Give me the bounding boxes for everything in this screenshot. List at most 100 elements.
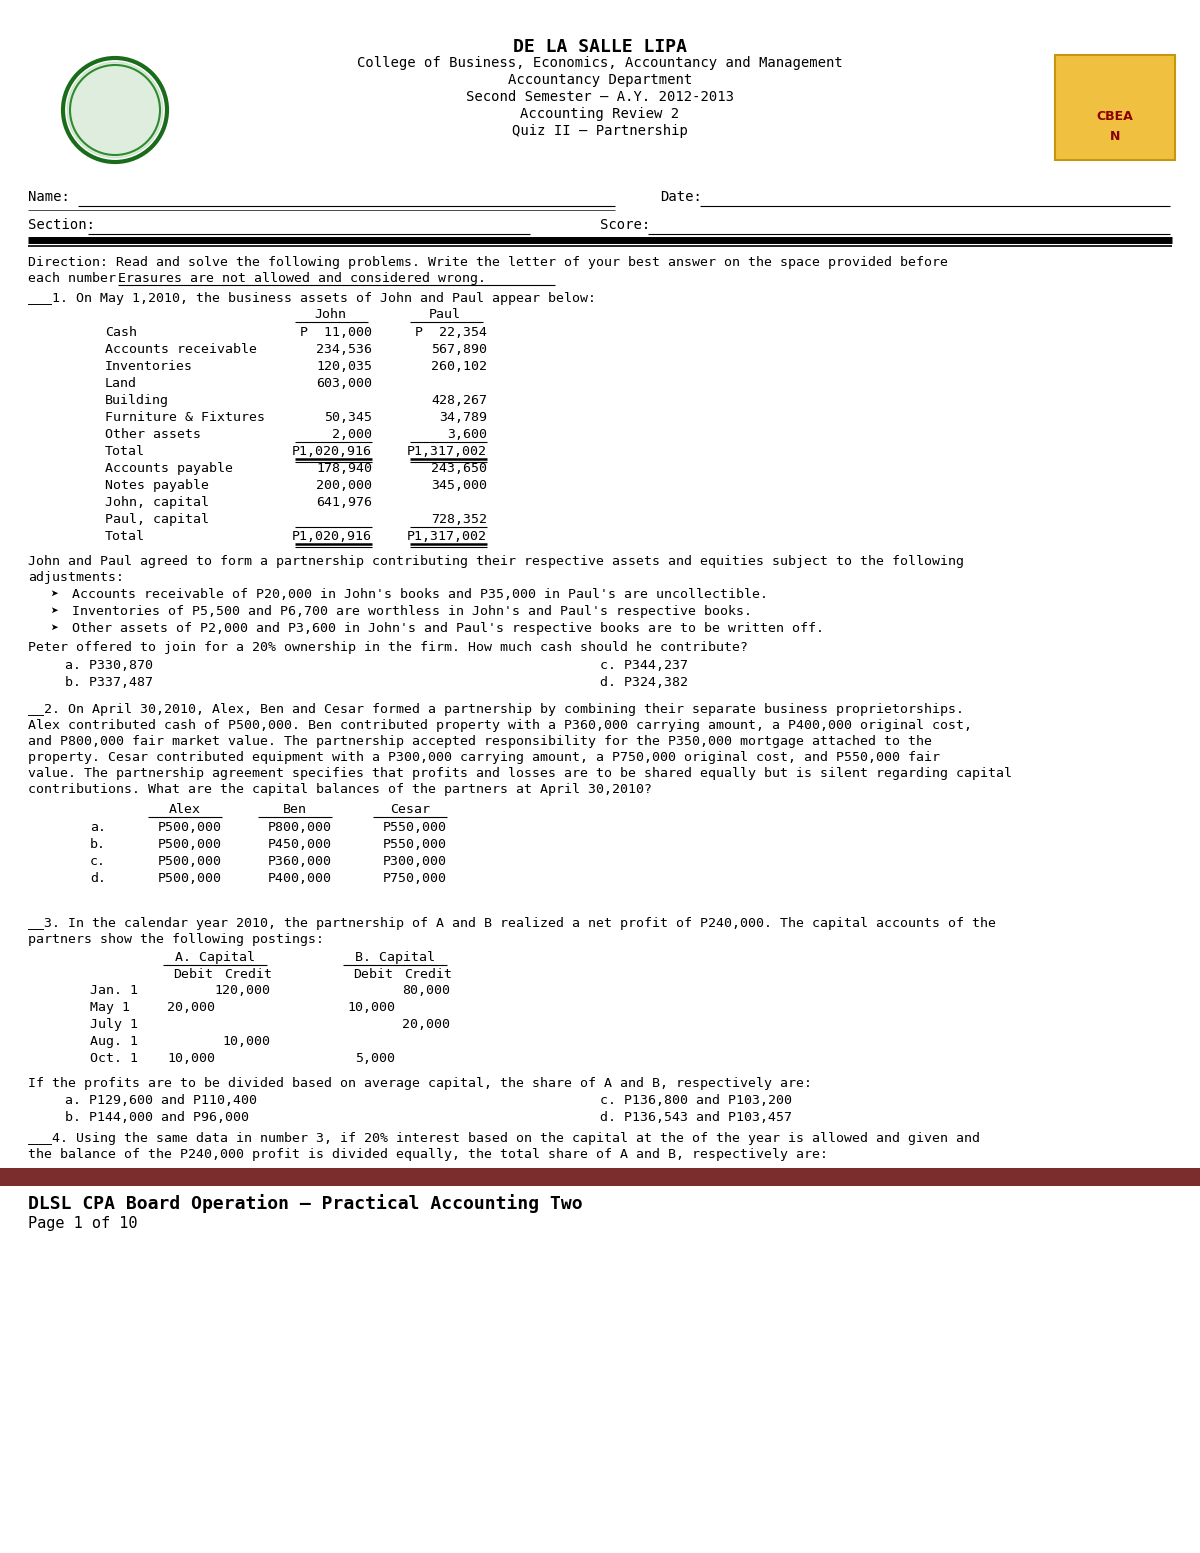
- Text: Other assets of P2,000 and P3,600 in John's and Paul's respective books are to b: Other assets of P2,000 and P3,600 in Joh…: [72, 623, 824, 635]
- Text: Peter offered to join for a 20% ownership in the firm. How much cash should he c: Peter offered to join for a 20% ownershi…: [28, 641, 748, 654]
- Text: 345,000: 345,000: [431, 478, 487, 492]
- Text: 234,536: 234,536: [316, 343, 372, 356]
- Text: Notes payable: Notes payable: [106, 478, 209, 492]
- Text: b.: b.: [90, 839, 106, 851]
- Text: the balance of the P240,000 profit is divided equally, the total share of A and : the balance of the P240,000 profit is di…: [28, 1148, 828, 1162]
- Text: N: N: [1110, 130, 1120, 143]
- Text: contributions. What are the capital balances of the partners at April 30,2010?: contributions. What are the capital bala…: [28, 783, 652, 797]
- Text: Building: Building: [106, 394, 169, 407]
- Text: value. The partnership agreement specifies that profits and losses are to be sha: value. The partnership agreement specifi…: [28, 767, 1012, 780]
- Text: Accountancy Department: Accountancy Department: [508, 73, 692, 87]
- Text: Alex: Alex: [169, 803, 202, 815]
- Text: 20,000: 20,000: [402, 1019, 450, 1031]
- Text: ➤: ➤: [50, 623, 58, 635]
- Text: __3. In the calendar year 2010, the partnership of A and B realized a net profit: __3. In the calendar year 2010, the part…: [28, 916, 996, 930]
- Text: Score:: Score:: [600, 217, 650, 231]
- Text: P1,317,002: P1,317,002: [407, 530, 487, 544]
- Text: P550,000: P550,000: [383, 822, 446, 834]
- Text: P500,000: P500,000: [158, 871, 222, 885]
- Text: Paul: Paul: [430, 307, 461, 321]
- Text: P400,000: P400,000: [268, 871, 332, 885]
- Text: P  22,354: P 22,354: [415, 326, 487, 339]
- Text: Jan. 1: Jan. 1: [90, 985, 138, 997]
- Text: and P800,000 fair market value. The partnership accepted responsibility for the : and P800,000 fair market value. The part…: [28, 735, 932, 749]
- Text: Inventories of P5,500 and P6,700 are worthless in John's and Paul's respective b: Inventories of P5,500 and P6,700 are wor…: [72, 606, 752, 618]
- Text: 34,789: 34,789: [439, 412, 487, 424]
- Text: 20,000: 20,000: [167, 1002, 215, 1014]
- Text: property. Cesar contributed equipment with a P300,000 carrying amount, a P750,00: property. Cesar contributed equipment wi…: [28, 752, 940, 764]
- Text: d. P136,543 and P103,457: d. P136,543 and P103,457: [600, 1110, 792, 1124]
- Text: 120,000: 120,000: [214, 985, 270, 997]
- Text: a.: a.: [90, 822, 106, 834]
- Text: 641,976: 641,976: [316, 495, 372, 509]
- Text: 10,000: 10,000: [222, 1034, 270, 1048]
- Text: Date:: Date:: [660, 189, 702, 203]
- Text: P360,000: P360,000: [268, 856, 332, 868]
- Text: Other assets: Other assets: [106, 429, 202, 441]
- Text: Second Semester – A.Y. 2012-2013: Second Semester – A.Y. 2012-2013: [466, 90, 734, 104]
- Circle shape: [67, 62, 163, 158]
- Text: ___1. On May 1,2010, the business assets of John and Paul appear below:: ___1. On May 1,2010, the business assets…: [28, 292, 596, 304]
- Text: ___4. Using the same data in number 3, if 20% interest based on the capital at t: ___4. Using the same data in number 3, i…: [28, 1132, 980, 1145]
- Text: 50,345: 50,345: [324, 412, 372, 424]
- Text: John, capital: John, capital: [106, 495, 209, 509]
- Text: P  11,000: P 11,000: [300, 326, 372, 339]
- Text: 200,000: 200,000: [316, 478, 372, 492]
- Text: P1,020,916: P1,020,916: [292, 446, 372, 458]
- Text: Land: Land: [106, 377, 137, 390]
- Text: partners show the following postings:: partners show the following postings:: [28, 933, 324, 946]
- Text: P550,000: P550,000: [383, 839, 446, 851]
- Text: b. P144,000 and P96,000: b. P144,000 and P96,000: [65, 1110, 250, 1124]
- Text: 567,890: 567,890: [431, 343, 487, 356]
- Text: CBEA: CBEA: [1097, 110, 1133, 123]
- Text: c. P136,800 and P103,200: c. P136,800 and P103,200: [600, 1093, 792, 1107]
- Text: 10,000: 10,000: [167, 1051, 215, 1065]
- Text: P800,000: P800,000: [268, 822, 332, 834]
- Text: Erasures are not allowed and considered wrong.: Erasures are not allowed and considered …: [118, 272, 486, 286]
- Text: John: John: [314, 307, 346, 321]
- Text: John and Paul agreed to form a partnership contributing their respective assets : John and Paul agreed to form a partnersh…: [28, 554, 964, 568]
- Text: 260,102: 260,102: [431, 360, 487, 373]
- Text: May 1: May 1: [90, 1002, 130, 1014]
- Text: d.: d.: [90, 871, 106, 885]
- Text: b. P337,487: b. P337,487: [65, 676, 154, 690]
- Text: P500,000: P500,000: [158, 856, 222, 868]
- Text: P450,000: P450,000: [268, 839, 332, 851]
- Text: College of Business, Economics, Accountancy and Management: College of Business, Economics, Accounta…: [358, 56, 842, 70]
- Text: P1,317,002: P1,317,002: [407, 446, 487, 458]
- Text: c. P344,237: c. P344,237: [600, 658, 688, 672]
- Text: July 1: July 1: [90, 1019, 138, 1031]
- Text: Section:: Section:: [28, 217, 95, 231]
- Text: 10,000: 10,000: [347, 1002, 395, 1014]
- Text: P500,000: P500,000: [158, 839, 222, 851]
- Text: Furniture & Fixtures: Furniture & Fixtures: [106, 412, 265, 424]
- Bar: [1055, 54, 1175, 160]
- Text: Cesar: Cesar: [390, 803, 430, 815]
- Text: Inventories: Inventories: [106, 360, 193, 373]
- Text: 5,000: 5,000: [355, 1051, 395, 1065]
- Text: Accounting Review 2: Accounting Review 2: [521, 107, 679, 121]
- Text: DE LA SALLE LIPA: DE LA SALLE LIPA: [514, 37, 686, 56]
- Text: a. P330,870: a. P330,870: [65, 658, 154, 672]
- Text: Debit: Debit: [353, 968, 394, 981]
- Text: 3,600: 3,600: [446, 429, 487, 441]
- Text: Credit: Credit: [404, 968, 452, 981]
- Text: Total: Total: [106, 446, 145, 458]
- Text: 178,940: 178,940: [316, 461, 372, 475]
- Text: __2. On April 30,2010, Alex, Ben and Cesar formed a partnership by combining the: __2. On April 30,2010, Alex, Ben and Ces…: [28, 704, 964, 716]
- Text: each number.: each number.: [28, 272, 132, 286]
- Text: 728,352: 728,352: [431, 512, 487, 526]
- Text: adjustments:: adjustments:: [28, 572, 124, 584]
- Text: Ben: Ben: [283, 803, 307, 815]
- Text: 243,650: 243,650: [431, 461, 487, 475]
- Text: Quiz II – Partnership: Quiz II – Partnership: [512, 124, 688, 138]
- Text: Name:: Name:: [28, 189, 70, 203]
- Text: c.: c.: [90, 856, 106, 868]
- Text: P300,000: P300,000: [383, 856, 446, 868]
- Text: 428,267: 428,267: [431, 394, 487, 407]
- Text: Oct. 1: Oct. 1: [90, 1051, 138, 1065]
- Text: Aug. 1: Aug. 1: [90, 1034, 138, 1048]
- Text: Alex contributed cash of P500,000. Ben contributed property with a P360,000 carr: Alex contributed cash of P500,000. Ben c…: [28, 719, 972, 731]
- Bar: [0, 1168, 1200, 1186]
- Text: P500,000: P500,000: [158, 822, 222, 834]
